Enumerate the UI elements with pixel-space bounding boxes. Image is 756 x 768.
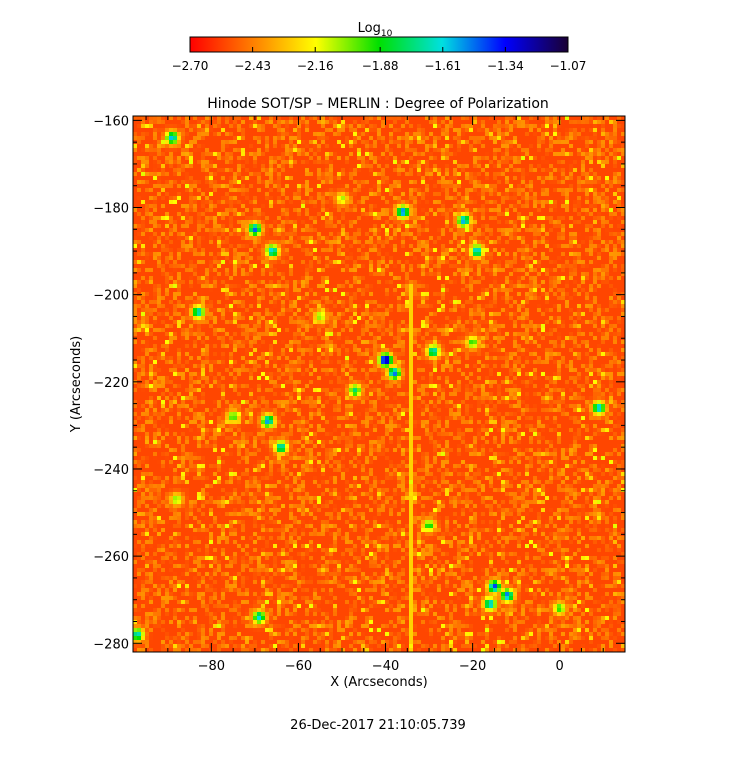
plot-frame xyxy=(132,115,626,653)
y-tick-label: −180 xyxy=(93,202,129,217)
colorbar-tick-label: −1.88 xyxy=(362,59,399,73)
y-axis-label: Y (Arcseconds) xyxy=(69,336,84,433)
colorbar-tick-label: −2.16 xyxy=(297,59,334,73)
x-tick-label: −20 xyxy=(459,659,486,674)
y-tick-label: −220 xyxy=(93,376,129,391)
y-axis: −160 −180 −200 −220 −240 −260 −280 xyxy=(93,114,625,652)
x-axis: −80 −60 −40 −20 0 xyxy=(145,116,626,674)
colorbar-ticks: −2.70 −2.43 −2.16 −1.88 −1.61 −1.34 −1.07 xyxy=(172,47,587,73)
timestamp: 26-Dec-2017 21:10:05.739 xyxy=(290,718,466,733)
colorbar: Log10 −2.70 −2.43 −2.16 −1.88 −1.61 −1.34 −1.0… xyxy=(172,21,587,73)
x-tick-label: −60 xyxy=(285,659,312,674)
x-tick-label: −80 xyxy=(198,659,225,674)
colorbar-tick-label: −1.34 xyxy=(487,59,524,73)
chart-title: Hinode SOT/SP – MERLIN : Degree of Polar… xyxy=(207,96,549,112)
colorbar-tick-label: −1.07 xyxy=(550,59,587,73)
colorbar-tick-label: −1.61 xyxy=(424,59,461,73)
x-axis-label: X (Arcseconds) xyxy=(330,675,427,690)
colorbar-tick-label: −2.70 xyxy=(172,59,209,73)
colorbar-label: Log10 xyxy=(358,21,393,39)
heatmap-image xyxy=(133,116,625,652)
x-tick-label: −40 xyxy=(372,659,399,674)
y-tick-label: −240 xyxy=(93,463,129,478)
y-tick-label: −160 xyxy=(93,114,129,129)
y-tick-label: −280 xyxy=(93,637,129,652)
y-tick-label: −260 xyxy=(93,550,129,565)
y-tick-label: −200 xyxy=(93,289,129,304)
heatmap-plot-area xyxy=(132,115,626,653)
colorbar-gradient xyxy=(189,36,569,53)
colorbar-tick-label: −2.43 xyxy=(234,59,271,73)
x-tick-label: 0 xyxy=(556,659,564,674)
